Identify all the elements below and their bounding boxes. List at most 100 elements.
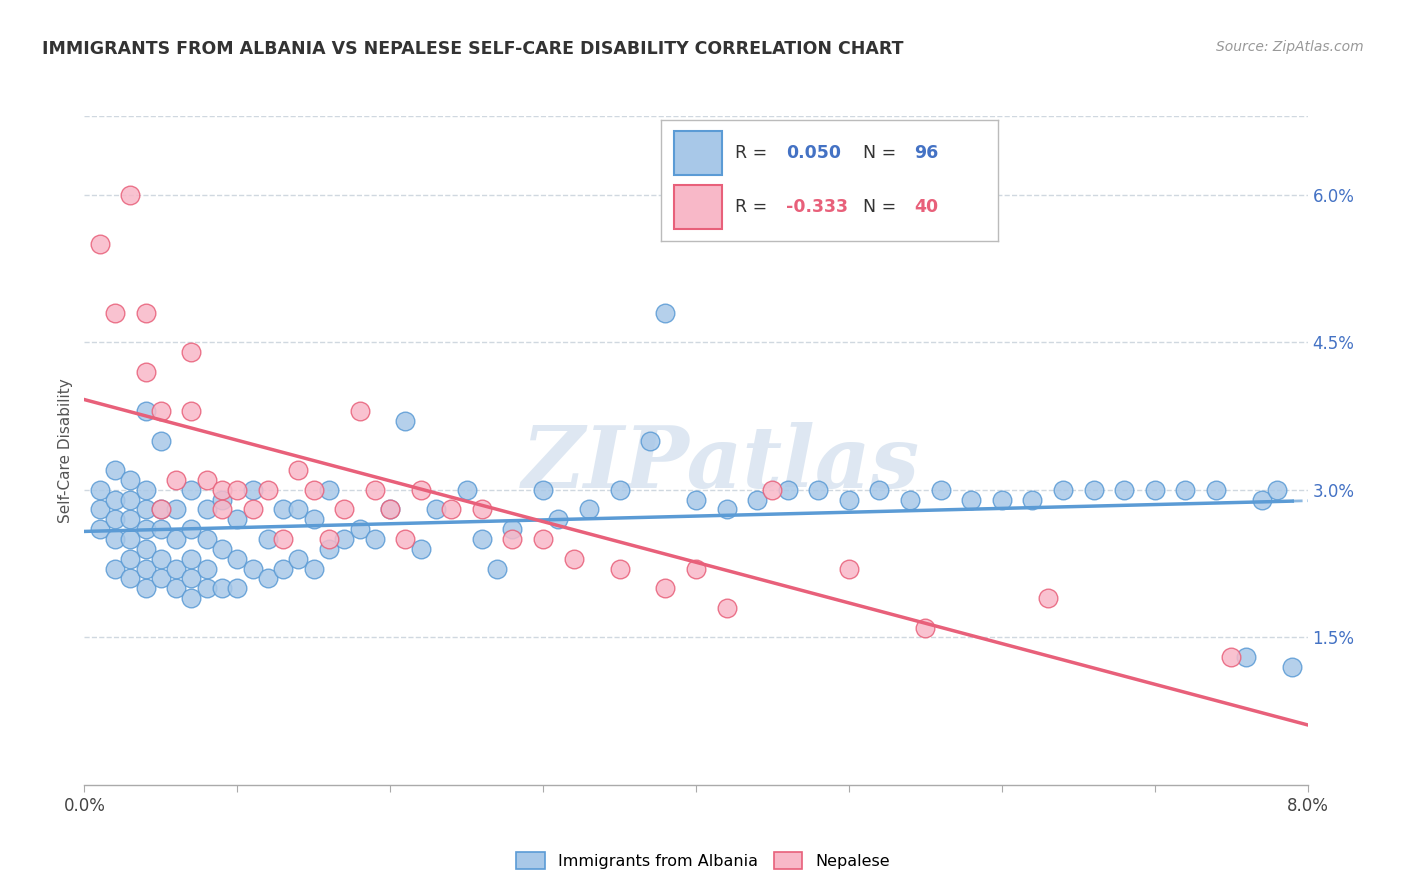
Point (409, 483, 432, 497)
Point (302, 483, 325, 497)
Point (914, 621, 936, 635)
Point (638, 434, 661, 448)
Point (89, 483, 111, 497)
Point (135, 306, 157, 320)
Point (120, 551, 142, 566)
Point (135, 483, 157, 497)
Point (547, 512, 569, 526)
Point (502, 522, 524, 536)
Point (562, 551, 585, 566)
Point (226, 512, 249, 526)
Point (869, 483, 891, 497)
Point (120, 492, 142, 507)
Point (747, 492, 769, 507)
Point (135, 404, 157, 418)
Point (120, 512, 142, 526)
Point (180, 522, 202, 536)
Point (104, 306, 127, 320)
Point (226, 581, 249, 595)
Point (104, 532, 127, 546)
Point (104, 512, 127, 526)
Point (180, 345, 202, 359)
Bar (675, 131, 721, 175)
Y-axis label: Self-Care Disability: Self-Care Disability (58, 378, 73, 523)
Point (180, 404, 202, 418)
Point (226, 483, 249, 497)
Point (257, 532, 280, 546)
Legend: Immigrants from Albania, Nepalese: Immigrants from Albania, Nepalese (510, 846, 896, 875)
Point (1036, 591, 1059, 605)
Text: R =: R = (735, 144, 773, 162)
Point (242, 483, 264, 497)
Point (716, 600, 738, 615)
Point (135, 502, 157, 516)
Point (104, 492, 127, 507)
Point (807, 483, 830, 497)
Point (180, 571, 202, 585)
Point (654, 581, 676, 595)
Point (287, 551, 309, 566)
Point (135, 561, 157, 575)
Point (149, 434, 172, 448)
Point (898, 492, 921, 507)
Point (685, 561, 707, 575)
Point (257, 571, 280, 585)
Text: IMMIGRANTS FROM ALBANIA VS NEPALESE SELF-CARE DISABILITY CORRELATION CHART: IMMIGRANTS FROM ALBANIA VS NEPALESE SELF… (42, 40, 904, 58)
Point (211, 483, 233, 497)
Point (104, 463, 127, 477)
Point (685, 492, 707, 507)
Point (271, 502, 294, 516)
Point (380, 502, 402, 516)
Point (486, 561, 509, 575)
Point (89, 502, 111, 516)
Point (776, 483, 799, 497)
Point (211, 581, 233, 595)
Point (242, 502, 264, 516)
Point (211, 492, 233, 507)
Point (960, 492, 983, 507)
Text: 0.050: 0.050 (786, 144, 841, 162)
Point (120, 571, 142, 585)
Point (135, 541, 157, 556)
Text: N =: N = (863, 198, 903, 216)
Point (195, 473, 218, 487)
Point (257, 483, 280, 497)
Point (531, 483, 554, 497)
Text: R =: R = (735, 198, 773, 216)
Point (333, 532, 356, 546)
Point (180, 551, 202, 566)
Point (578, 502, 600, 516)
Point (1265, 483, 1288, 497)
Point (195, 561, 218, 575)
Point (531, 532, 554, 546)
Point (271, 561, 294, 575)
Point (120, 473, 142, 487)
Point (1205, 483, 1227, 497)
Point (135, 522, 157, 536)
Point (180, 591, 202, 605)
Point (120, 532, 142, 546)
Text: 40: 40 (914, 198, 938, 216)
Point (89, 522, 111, 536)
Point (838, 561, 860, 575)
Point (1174, 483, 1197, 497)
Text: Source: ZipAtlas.com: Source: ZipAtlas.com (1216, 40, 1364, 54)
Point (456, 483, 478, 497)
Point (380, 502, 402, 516)
Point (149, 502, 172, 516)
Bar (675, 186, 721, 229)
Point (211, 541, 233, 556)
Point (1052, 483, 1074, 497)
Point (195, 581, 218, 595)
Point (195, 502, 218, 516)
Point (287, 463, 309, 477)
Point (471, 532, 494, 546)
Point (1143, 483, 1166, 497)
Point (149, 404, 172, 418)
Point (609, 483, 631, 497)
Point (149, 551, 172, 566)
Point (165, 581, 187, 595)
Point (364, 532, 387, 546)
Point (135, 581, 157, 595)
Point (211, 502, 233, 516)
